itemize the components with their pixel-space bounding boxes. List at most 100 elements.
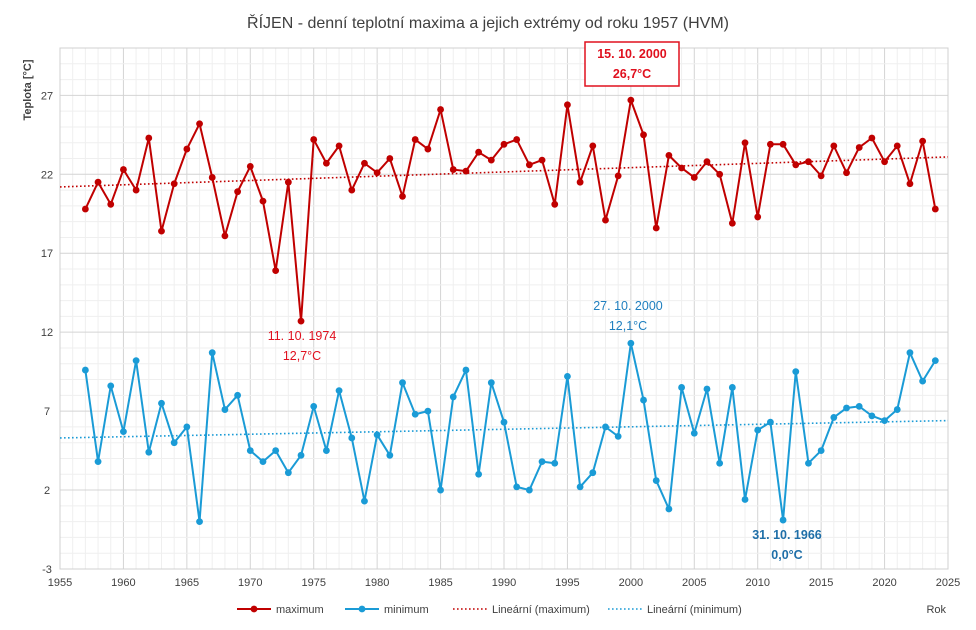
data-point-minimum <box>640 396 647 404</box>
data-point-minimum <box>411 410 419 418</box>
trend-line <box>59 156 949 188</box>
annotation: 31. 10. 1966 0,0°C <box>752 528 822 562</box>
data-point-minimum <box>158 399 165 407</box>
y-axis-label: Teplota [°C] <box>22 59 34 120</box>
data-point-maximum <box>94 178 102 186</box>
data-point-minimum <box>817 447 825 454</box>
x-tick-label: 1975 <box>301 577 325 589</box>
data-point-minimum <box>81 366 89 374</box>
annotation: 11. 10. 1974 12,7°C <box>268 329 337 363</box>
data-point-maximum <box>931 205 939 213</box>
data-point-maximum <box>817 172 825 180</box>
data-point-maximum <box>906 180 914 188</box>
data-point-minimum <box>424 407 432 415</box>
data-point-maximum <box>462 167 470 175</box>
annotation: 15. 10. 2000 26,7°C <box>584 41 680 87</box>
data-point-maximum <box>589 142 597 150</box>
data-point-maximum <box>158 227 165 235</box>
data-point-maximum <box>893 142 901 150</box>
data-point-minimum <box>728 384 736 391</box>
data-point-minimum <box>792 368 800 376</box>
data-point-minimum <box>906 349 914 357</box>
data-point-minimum <box>576 483 584 491</box>
annotation-value: 26,7°C <box>613 67 651 81</box>
data-point-minimum <box>614 432 622 440</box>
data-point-maximum <box>551 200 559 208</box>
data-point-minimum <box>386 451 394 459</box>
x-tick-label: 1960 <box>111 577 135 589</box>
series-lines <box>81 96 939 526</box>
y-tick-label: 17 <box>41 248 53 260</box>
y-tick-label: 2 <box>44 485 50 497</box>
data-point-minimum <box>208 349 216 357</box>
legend-item: Lineární (maximum) <box>453 604 590 616</box>
data-point-maximum <box>145 134 153 142</box>
x-tick-label: 2000 <box>619 577 643 589</box>
data-point-maximum <box>208 174 216 181</box>
data-point-maximum <box>754 213 762 221</box>
data-point-maximum <box>640 131 647 139</box>
data-point-minimum <box>652 477 660 484</box>
annotation-date: 27. 10. 2000 <box>593 299 663 313</box>
data-point-maximum <box>424 145 432 153</box>
data-point-maximum <box>386 155 394 162</box>
data-point-maximum <box>767 140 774 148</box>
data-point-minimum <box>830 414 838 421</box>
x-tick-label: 2020 <box>872 577 896 589</box>
data-point-minimum <box>767 418 774 426</box>
data-point-maximum <box>234 188 242 196</box>
data-point-maximum <box>323 159 330 167</box>
data-point-maximum <box>107 200 115 208</box>
x-tick-label: 2010 <box>745 577 769 589</box>
annotation: 27. 10. 2000 12,1°C <box>593 299 663 333</box>
data-point-minimum <box>564 372 571 380</box>
grid <box>59 47 949 570</box>
data-point-maximum <box>310 136 318 143</box>
data-point-maximum <box>361 159 368 167</box>
data-point-maximum <box>525 161 533 169</box>
data-point-maximum <box>538 156 546 164</box>
legend-label: maximum <box>276 604 324 616</box>
x-tick-label: 1985 <box>428 577 452 589</box>
x-tick-label: 2025 <box>936 577 960 589</box>
data-point-minimum <box>107 382 115 390</box>
data-point-minimum <box>234 391 242 399</box>
data-point-minimum <box>259 458 267 466</box>
data-point-minimum <box>183 423 191 431</box>
y-tick-label: 12 <box>41 327 53 339</box>
legend-item: minimum <box>345 604 429 616</box>
y-tick-label: 7 <box>44 406 50 418</box>
legend-label: minimum <box>384 604 429 616</box>
data-point-minimum <box>310 402 318 410</box>
annotation-value: 12,1°C <box>609 319 647 333</box>
y-tick-label: 22 <box>41 169 53 181</box>
data-point-minimum <box>462 366 470 374</box>
data-point-maximum <box>564 101 571 109</box>
data-point-minimum <box>893 406 901 413</box>
legend-marker <box>250 605 258 613</box>
data-point-maximum <box>449 166 457 173</box>
x-tick-label: 1970 <box>238 577 262 589</box>
series-line-maximum <box>84 99 937 323</box>
data-point-minimum <box>272 447 280 454</box>
data-point-maximum <box>627 96 635 104</box>
series-line-minimum <box>84 342 937 523</box>
data-point-minimum <box>525 486 533 494</box>
x-tick-label: 1980 <box>365 577 389 589</box>
chart-title: ŘÍJEN - denní teplotní maxima a jejich e… <box>247 13 729 32</box>
annotation-box <box>584 41 680 87</box>
data-point-minimum <box>741 496 749 503</box>
data-point-minimum <box>196 518 203 526</box>
data-point-minimum <box>919 377 927 385</box>
data-point-maximum <box>132 186 140 194</box>
data-point-maximum <box>805 158 812 166</box>
data-point-maximum <box>576 178 584 186</box>
data-point-maximum <box>690 174 698 181</box>
data-point-maximum <box>81 205 89 213</box>
data-point-maximum <box>183 145 191 153</box>
data-point-maximum <box>779 140 787 148</box>
data-point-minimum <box>538 458 546 466</box>
data-point-minimum <box>678 384 685 391</box>
